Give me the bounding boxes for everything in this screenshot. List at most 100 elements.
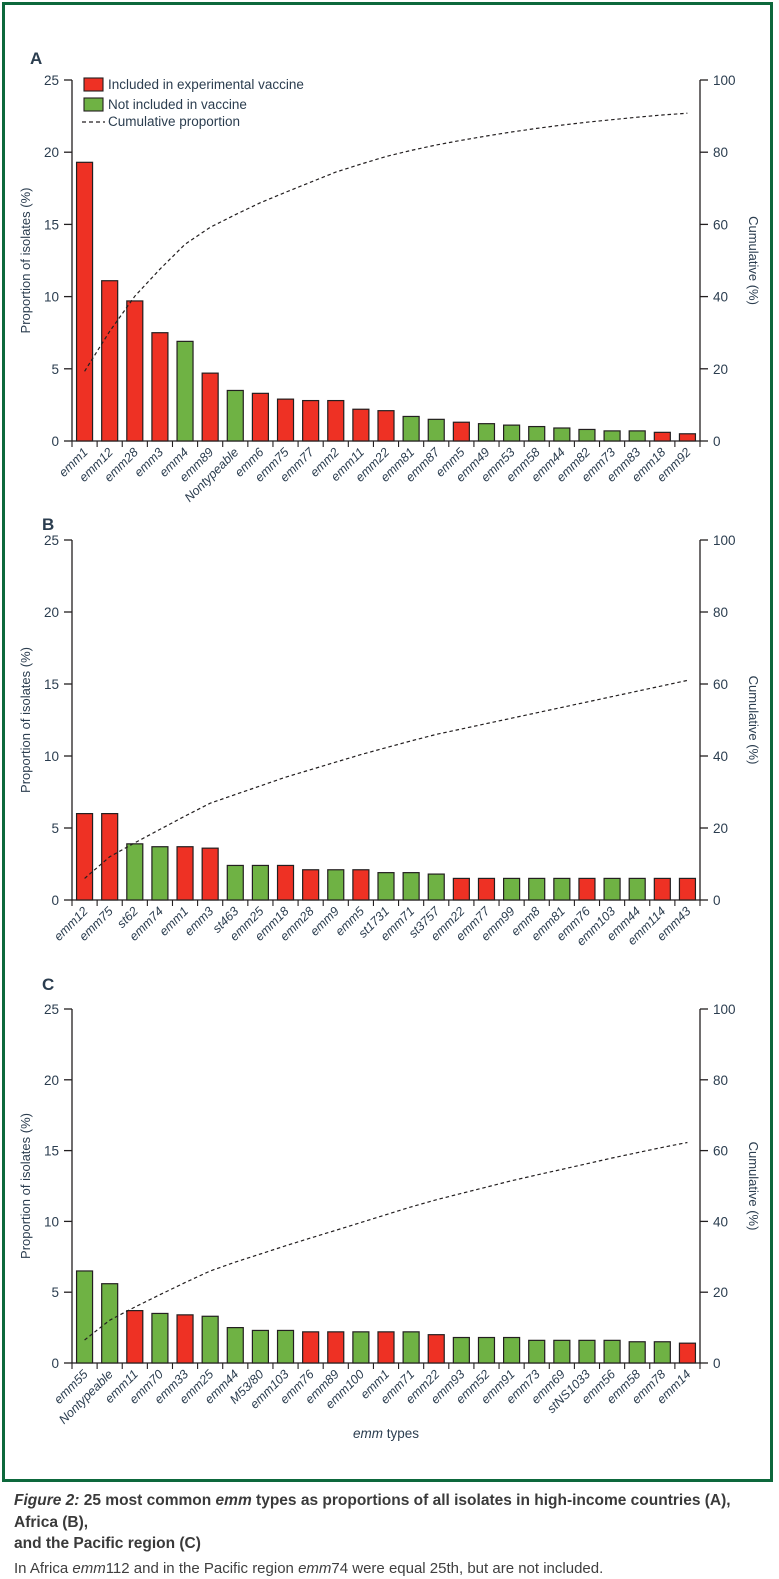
right-tick-label: 100 — [713, 73, 736, 88]
left-tick-label: 25 — [44, 1002, 59, 1017]
legend-label-not-included: Not included in vaccine — [108, 97, 247, 112]
bar-emm82 — [578, 428, 596, 442]
right-axis-title: Cumulative (%) — [746, 216, 761, 305]
left-tick-label: 5 — [51, 821, 59, 836]
bar-emm6 — [251, 392, 269, 442]
bar-emm58 — [528, 425, 546, 442]
bar-emm93 — [452, 1336, 470, 1364]
right-tick-label: 80 — [713, 1073, 728, 1088]
bar-emm81 — [553, 877, 571, 901]
panel-b-letter: B — [42, 515, 54, 534]
bar-emm100 — [352, 1331, 370, 1364]
bar-Nontypeable — [226, 389, 244, 442]
text-segment: emm — [352, 1426, 383, 1441]
panel-c-letter: C — [42, 975, 54, 994]
right-tick-label: 20 — [713, 1285, 728, 1300]
bar-emm103 — [603, 877, 621, 901]
left-tick-label: 15 — [44, 217, 59, 232]
left-tick-label: 25 — [44, 73, 59, 88]
bar-emm78 — [653, 1341, 671, 1364]
bar-emm91 — [503, 1336, 521, 1364]
bar-emm58 — [628, 1341, 646, 1364]
bar-emm87 — [427, 418, 445, 442]
right-tick-label: 40 — [713, 1214, 728, 1229]
figure-caption-heading: Figure 2: 25 most common emm types as pr… — [14, 1490, 766, 1555]
right-tick-label: 80 — [713, 605, 728, 620]
bar-emm55 — [75, 1270, 94, 1364]
bar-emm89 — [327, 1331, 345, 1364]
right-tick-label: 20 — [713, 362, 728, 377]
right-tick-label: 0 — [713, 893, 721, 908]
bar-emm11 — [352, 408, 370, 442]
bar-emm83 — [628, 430, 646, 442]
bar-emm28 — [126, 300, 144, 442]
cumulative-line — [84, 1141, 688, 1341]
bar-emm8 — [528, 877, 546, 901]
left-tick-label: 5 — [51, 362, 59, 377]
text-segment: 74 were equal 25th, but are not included… — [331, 1559, 604, 1577]
bar-emm53 — [503, 424, 521, 442]
right-tick-label: 100 — [713, 533, 736, 548]
bar-emm70 — [151, 1312, 169, 1364]
text-segment: emm — [72, 1559, 106, 1577]
figure-border-frame — [2, 2, 773, 1482]
bar-emm73 — [603, 430, 621, 442]
panel-a-letter: A — [30, 49, 42, 68]
right-tick-label: 80 — [713, 145, 728, 160]
bar-emm3 — [201, 847, 219, 901]
bar-emm92 — [678, 433, 697, 442]
right-tick-label: 20 — [713, 821, 728, 836]
text-segment: types as proportions of all isolates in … — [14, 1492, 731, 1531]
bar-st463 — [226, 864, 244, 901]
bar-emm2 — [327, 399, 345, 442]
bar-emm22 — [377, 410, 395, 442]
bar-st62 — [126, 843, 144, 901]
left-tick-label: 20 — [44, 145, 59, 160]
bar-emm71 — [402, 872, 420, 901]
right-axis-title: Cumulative (%) — [746, 676, 761, 765]
bar-emm33 — [176, 1314, 194, 1364]
bar-emm77 — [477, 877, 496, 901]
bar-stNS1033 — [578, 1339, 596, 1364]
bar-emm73 — [528, 1339, 546, 1364]
x-tick-label-emm3: emm3 — [182, 904, 216, 938]
panel-c-chart: C 0 5 10 15 20 25 0 20 40 60 80 100 Proportion of iso… — [18, 975, 761, 1427]
left-axis-title: Proportion of isolates (%) — [18, 1113, 33, 1259]
bar-emm28 — [302, 869, 320, 901]
bar-emm9 — [327, 869, 345, 901]
left-tick-label: 10 — [44, 749, 59, 764]
bar-emm44 — [628, 877, 646, 901]
legend-label-cumulative: Cumulative proportion — [108, 114, 240, 129]
bar-emm22 — [452, 877, 470, 901]
left-tick-label: 20 — [44, 1073, 59, 1088]
bar-emm76 — [302, 1331, 320, 1364]
bar-emm1 — [377, 1331, 395, 1364]
left-axis-title: Proportion of isolates (%) — [18, 188, 33, 334]
bar-emm71 — [402, 1331, 420, 1364]
bar-emm11 — [126, 1310, 144, 1364]
bar-emm49 — [477, 423, 496, 442]
text-segment: emm — [298, 1559, 332, 1577]
text-segment: 25 most common — [79, 1492, 216, 1509]
caption-heading-line: and the Pacific region (C) — [14, 1533, 766, 1555]
bar-emm81 — [402, 415, 420, 442]
bar-emm14 — [678, 1342, 697, 1364]
bar-emm1 — [176, 846, 194, 901]
bar-emm56 — [603, 1339, 621, 1364]
bar-emm89 — [201, 372, 219, 442]
figure-caption-note: In Africa emm112 and in the Pacific regi… — [14, 1558, 766, 1579]
bar-emm5 — [352, 869, 370, 901]
legend-swatch-included — [83, 77, 104, 92]
right-tick-label: 60 — [713, 677, 728, 692]
right-tick-label: 40 — [713, 290, 728, 305]
bar-emm77 — [302, 399, 320, 442]
left-tick-label: 15 — [44, 677, 59, 692]
bar-Nontypeable — [101, 1283, 119, 1364]
left-tick-label: 25 — [44, 533, 59, 548]
text-segment: types — [382, 1426, 420, 1441]
panel-b-chart: B 0 5 10 15 20 25 0 20 40 60 80 100 Proportion of iso… — [18, 515, 761, 949]
right-tick-label: 0 — [713, 434, 721, 449]
bar-emm44 — [553, 427, 571, 442]
text-segment: emm — [215, 1492, 252, 1509]
x-axis-title: emm types — [72, 1426, 700, 1441]
